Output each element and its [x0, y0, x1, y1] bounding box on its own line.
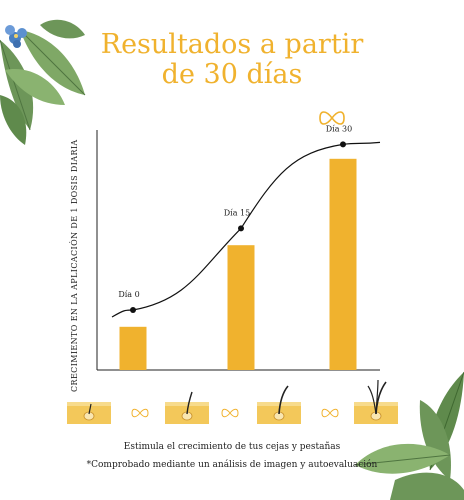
leaf-decoration-icon — [354, 371, 464, 500]
follicle-row — [67, 379, 398, 424]
trend-point-3 — [340, 141, 346, 148]
points-layer: Día 0 Día 15 Día 30 — [118, 124, 352, 313]
bar-3 — [329, 158, 357, 370]
y-axis-label: CRECIMIENTO EN LA APLICACIÓN DE 1 DOSIS … — [70, 139, 79, 392]
bar-2 — [227, 245, 255, 370]
infinity-icon — [319, 111, 345, 125]
blue-flower-icon — [5, 25, 27, 48]
infinity-icon — [321, 408, 339, 418]
trend-point-2 — [238, 225, 244, 232]
bar-1 — [119, 326, 147, 370]
hair-follicle-icon — [165, 391, 209, 424]
infinity-icon — [131, 408, 149, 418]
hair-follicle-icon — [257, 385, 301, 424]
page-title-line2: de 30 días — [161, 59, 303, 90]
hair-follicle-icon — [354, 379, 398, 424]
trend-point-1 — [130, 307, 136, 313]
leaf-decoration-icon — [0, 19, 86, 145]
page-title-line1: Resultados a partir — [100, 29, 364, 60]
point-label-1: Día 0 — [118, 290, 139, 299]
infinity-icon — [221, 408, 239, 418]
point-label-2: Día 15 — [224, 208, 250, 217]
caption-note: *Comprobado mediante un análisis de imag… — [86, 460, 378, 470]
point-label-3: Día 30 — [326, 124, 352, 133]
caption-main: Estimula el crecimiento de tus cejas y p… — [123, 442, 341, 452]
bars-layer — [119, 158, 357, 370]
hair-follicle-icon — [67, 402, 111, 424]
